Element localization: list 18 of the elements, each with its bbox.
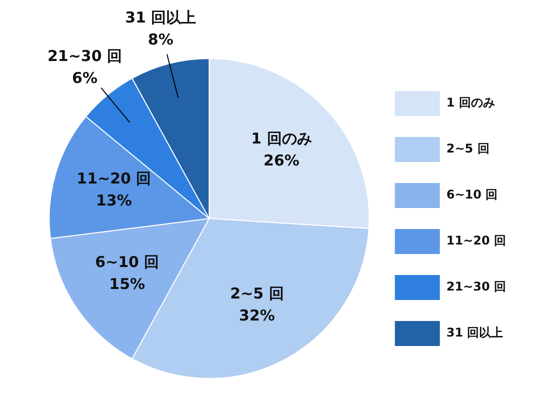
slice-label: 1 回のみ — [251, 129, 312, 148]
legend-label: 2~5 回 — [446, 142, 490, 156]
slice-label: 6~10 回 — [95, 253, 160, 272]
legend-label: 31 回以上 — [446, 326, 504, 340]
legend-label: 11~20 回 — [446, 234, 506, 248]
data-label: 15% — [109, 275, 146, 294]
data-label: 8% — [148, 30, 174, 48]
legend-label: 1 回のみ — [446, 96, 495, 110]
data-label: 32% — [239, 306, 275, 324]
slice-label: 2~5 回 — [230, 284, 284, 302]
slice-label: 31 回以上 — [125, 8, 196, 26]
legend-label: 21~30 回 — [446, 280, 506, 294]
legend-label: 6~10 回 — [446, 188, 498, 202]
data-label: 26% — [264, 151, 300, 170]
data-label: 6% — [72, 68, 98, 87]
slice-label: 11~20 回 — [76, 170, 152, 188]
slice-label: 21~30 回 — [47, 46, 122, 65]
data-label: 13% — [96, 192, 132, 210]
